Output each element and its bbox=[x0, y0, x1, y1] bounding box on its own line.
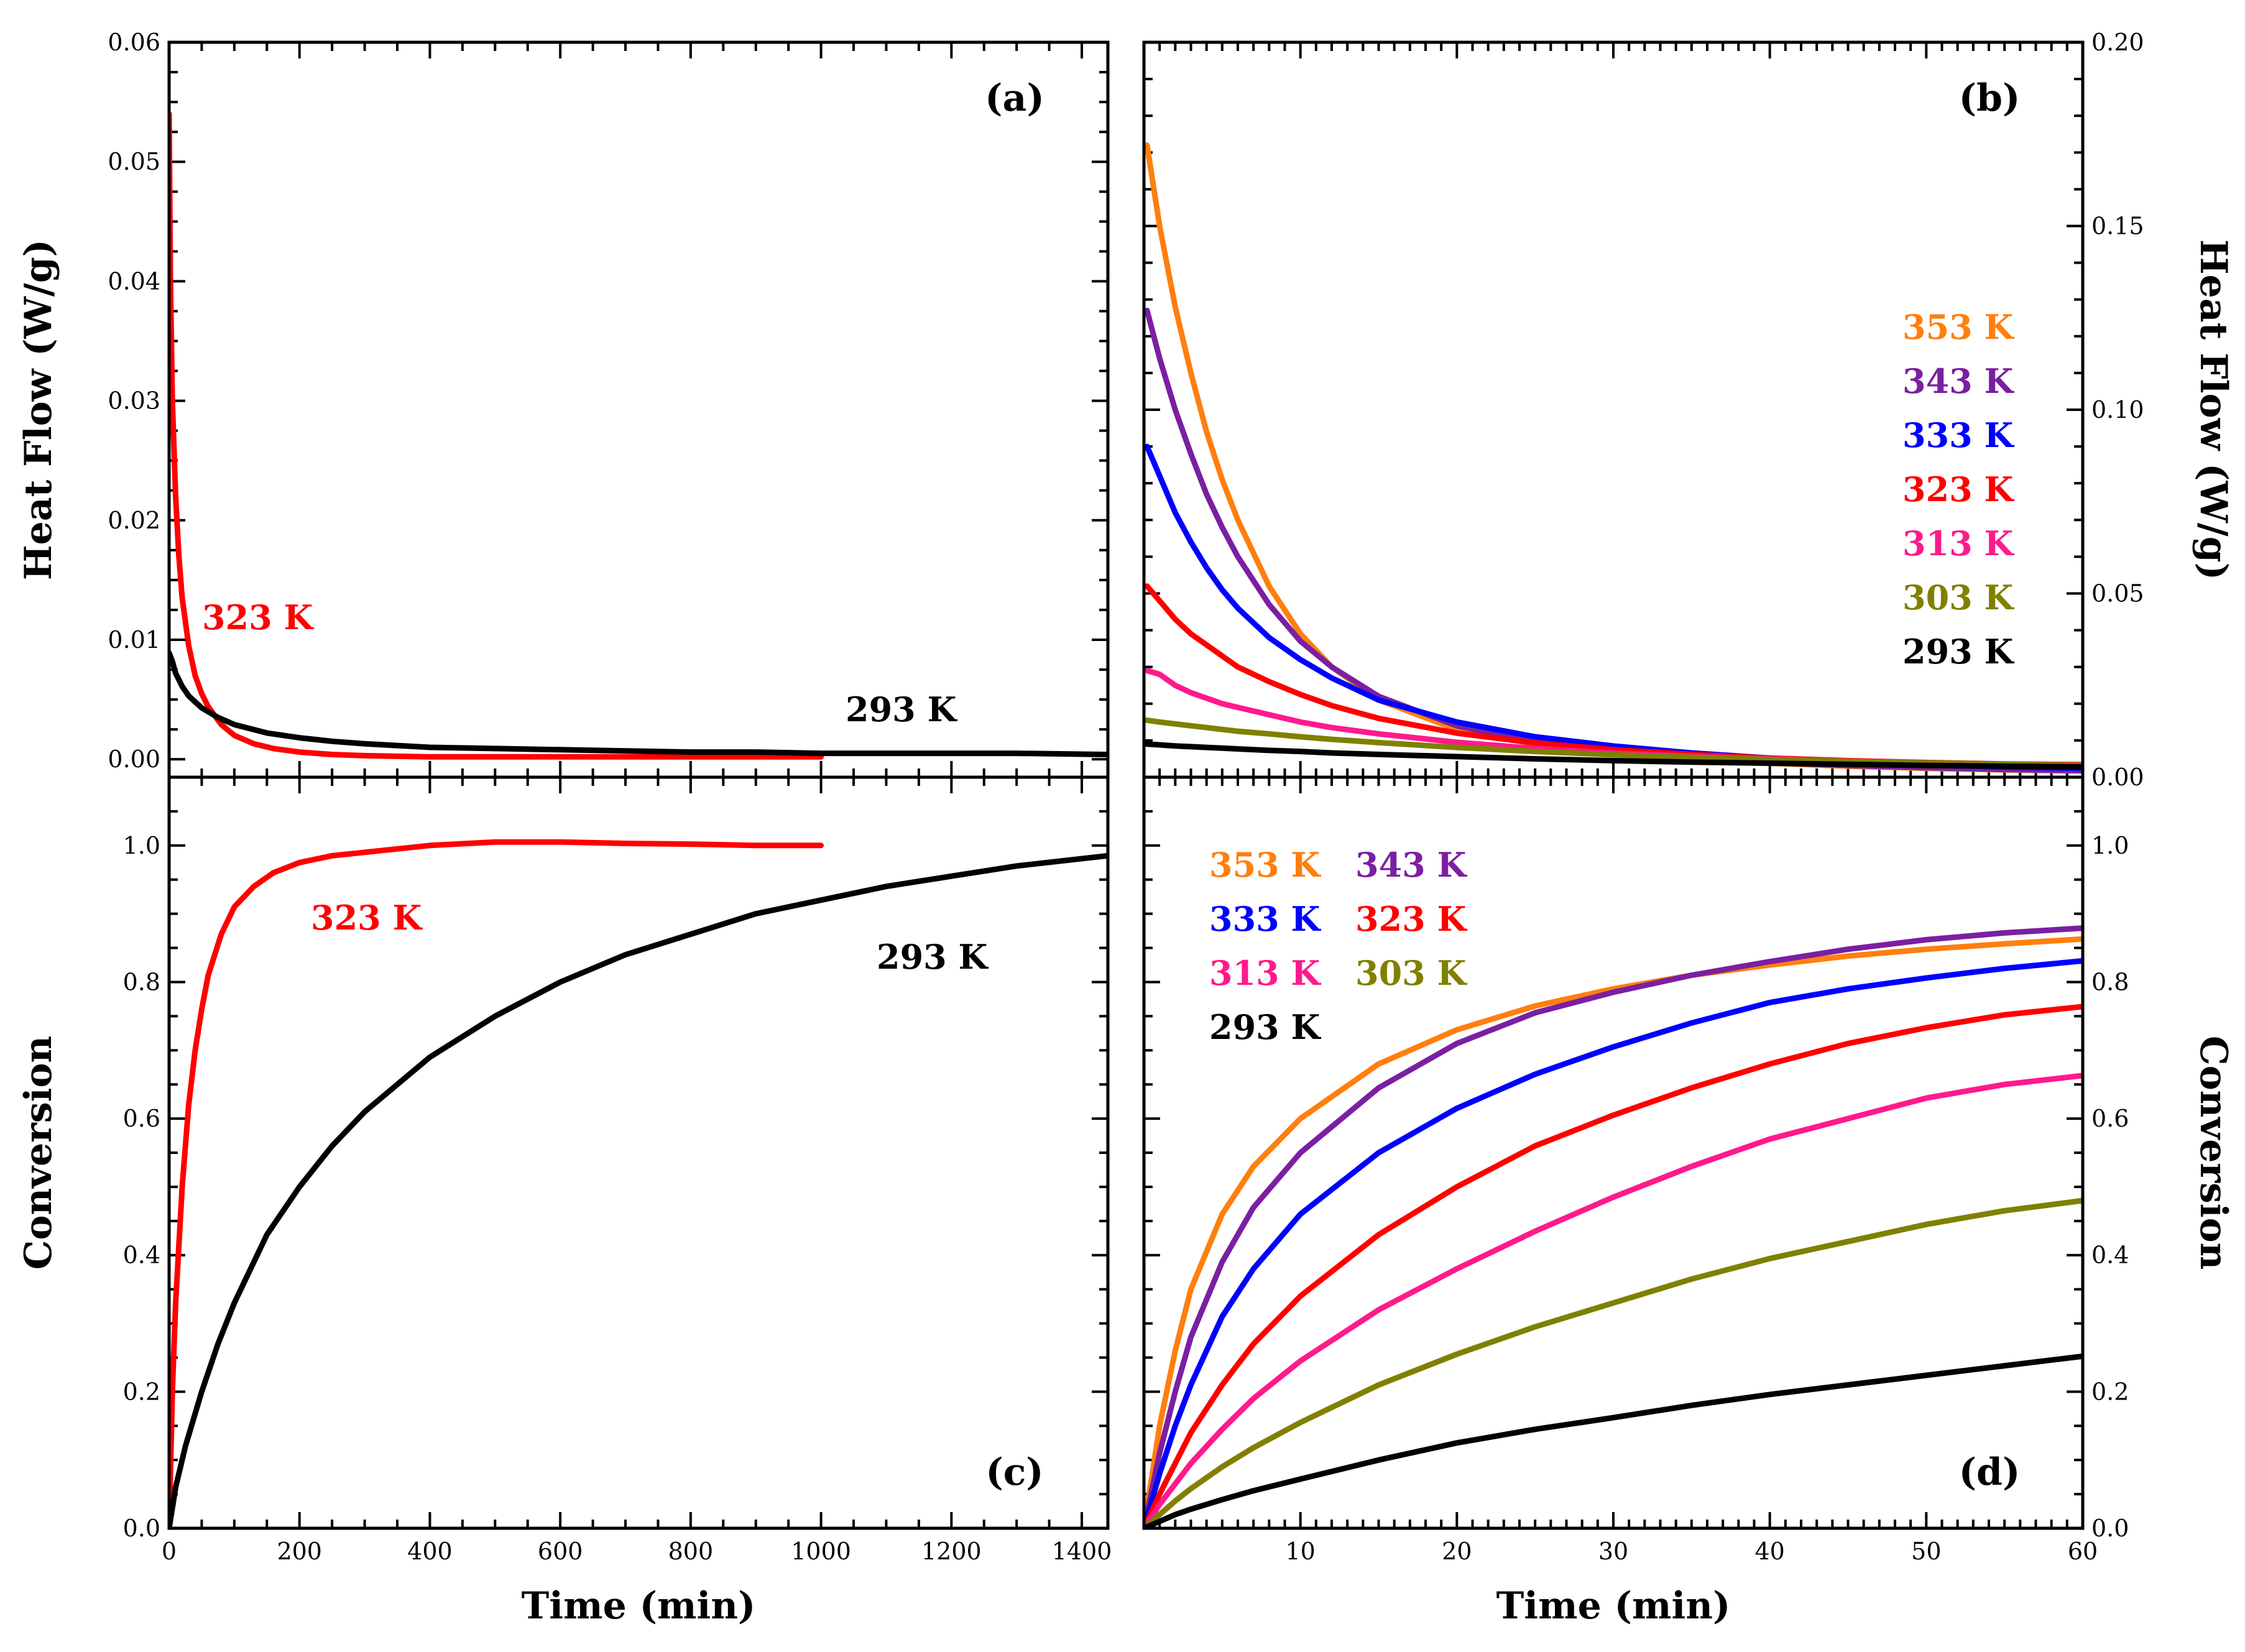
x-tick-label: 0 bbox=[162, 1538, 177, 1565]
y-axis-title: Heat Flow (W/g) bbox=[17, 239, 60, 580]
series-line-343-k bbox=[1144, 925, 2083, 1528]
x-axis-title: Time (min) bbox=[522, 1584, 756, 1628]
series-line-293-k bbox=[169, 650, 1108, 757]
legend-entry: 333 K bbox=[1209, 899, 1322, 939]
x-tick-label: 10 bbox=[1285, 1538, 1315, 1565]
y-tick-label: 0.06 bbox=[108, 29, 160, 56]
chart-panel-d: 0.0 0.2 0.4 0.6 0.8 1.0 10 20 30 40 50 60 Time (min)… bbox=[1142, 775, 2235, 1628]
x-tick-label: 600 bbox=[538, 1538, 583, 1565]
legend-entry: 293 K bbox=[1902, 632, 2015, 671]
x-tick-label: 60 bbox=[2068, 1538, 2098, 1565]
y-tick-label: 0.00 bbox=[108, 745, 160, 773]
chart-panel-a: 0.00 0.01 0.02 0.03 0.04 0.05 0.06 Heat Flow (W… bbox=[17, 29, 1110, 779]
x-tick-label: 1400 bbox=[1052, 1538, 1112, 1565]
chart-panel-c: 0.0 0.2 0.4 0.6 0.8 1.0 0 200 400 600 800 1000 1200 1… bbox=[17, 775, 1112, 1628]
y-tick-label: 0.2 bbox=[123, 1378, 160, 1405]
series-line-293-k bbox=[169, 852, 1108, 1528]
y-tick-label: 1.0 bbox=[2091, 832, 2129, 859]
y-tick-label: 0.01 bbox=[108, 626, 160, 653]
series-line-323-k bbox=[169, 111, 824, 760]
series-line-333-k bbox=[1144, 958, 2083, 1528]
y-tick-label: 0.6 bbox=[123, 1105, 160, 1132]
panel-label: (d) bbox=[1959, 1451, 2021, 1494]
y-tick-label: 0.8 bbox=[123, 968, 160, 995]
x-tick-label: 400 bbox=[407, 1538, 453, 1565]
series-annotation: 323 K bbox=[202, 598, 315, 637]
x-tick-label: 1200 bbox=[921, 1538, 982, 1565]
series-line-303-k bbox=[1144, 1197, 2083, 1528]
y-tick-label: 1.0 bbox=[123, 832, 160, 859]
y-tick-label: 0.05 bbox=[2091, 580, 2144, 607]
series-line-293-k bbox=[1144, 1353, 2083, 1528]
series-line-303-k bbox=[1144, 717, 2083, 768]
x-tick-label: 30 bbox=[1598, 1538, 1628, 1565]
y-tick-label: 0.4 bbox=[123, 1242, 160, 1269]
x-tick-label: 40 bbox=[1754, 1538, 1784, 1565]
panel-label: (a) bbox=[985, 76, 1044, 120]
x-tick-label: 1000 bbox=[791, 1538, 851, 1565]
legend-entry: 333 K bbox=[1902, 415, 2015, 455]
x-tick-label: 20 bbox=[1442, 1538, 1472, 1565]
y-tick-label: 0.0 bbox=[2091, 1515, 2129, 1542]
y-tick-label: 0.02 bbox=[108, 507, 160, 534]
y-tick-label: 0.04 bbox=[108, 267, 160, 295]
legend-entry: 313 K bbox=[1209, 953, 1322, 993]
x-axis-title: Time (min) bbox=[1496, 1584, 1731, 1628]
series-annotation: 323 K bbox=[311, 898, 423, 938]
y-tick-label: 0.0 bbox=[123, 1515, 160, 1542]
y-tick-label: 0.2 bbox=[2091, 1378, 2129, 1405]
y-axis-title: Heat Flow (W/g) bbox=[2192, 239, 2235, 580]
y-tick-label: 0.05 bbox=[108, 148, 160, 175]
legend-entry: 303 K bbox=[1355, 953, 1468, 993]
series-line-313-k bbox=[1144, 1073, 2083, 1528]
y-tick-label: 0.10 bbox=[2091, 396, 2144, 423]
y-tick-label: 0.8 bbox=[2091, 968, 2129, 995]
y-axis-title: Conversion bbox=[2192, 1036, 2235, 1270]
legend-entry: 343 K bbox=[1355, 845, 1468, 885]
series-annotation: 293 K bbox=[846, 690, 958, 729]
legend-entry: 343 K bbox=[1902, 361, 2015, 401]
plot-frame bbox=[167, 775, 1110, 1530]
legend-entry: 313 K bbox=[1902, 524, 2015, 563]
x-tick-label: 50 bbox=[1911, 1538, 1941, 1565]
series-line-353-k bbox=[1144, 936, 2083, 1528]
x-tick-label: 200 bbox=[277, 1538, 322, 1565]
series-line-323-k bbox=[1144, 1004, 2083, 1528]
plot-frame bbox=[1142, 775, 2085, 1530]
series-line-323-k bbox=[169, 839, 824, 1528]
legend-entry: 323 K bbox=[1355, 899, 1468, 939]
y-tick-label: 0.03 bbox=[108, 387, 160, 415]
panel-label: (c) bbox=[985, 1451, 1043, 1494]
legend-entry: 303 K bbox=[1902, 578, 2015, 617]
panel-label: (b) bbox=[1959, 76, 2021, 120]
y-tick-label: 0.00 bbox=[2091, 764, 2144, 791]
legend-entry: 293 K bbox=[1209, 1007, 1322, 1047]
y-tick-label: 0.20 bbox=[2091, 29, 2144, 56]
y-tick-label: 0.6 bbox=[2091, 1105, 2129, 1132]
x-tick-label: 800 bbox=[668, 1538, 714, 1565]
legend-entry: 323 K bbox=[1902, 469, 2015, 509]
y-tick-label: 0.15 bbox=[2091, 213, 2144, 240]
legend-entry: 353 K bbox=[1902, 307, 2015, 347]
legend-entry: 353 K bbox=[1209, 845, 1322, 885]
y-axis-title: Conversion bbox=[17, 1036, 60, 1270]
series-line-293-k bbox=[1144, 741, 2083, 770]
y-tick-label: 0.4 bbox=[2091, 1242, 2129, 1269]
series-annotation: 293 K bbox=[877, 937, 989, 977]
